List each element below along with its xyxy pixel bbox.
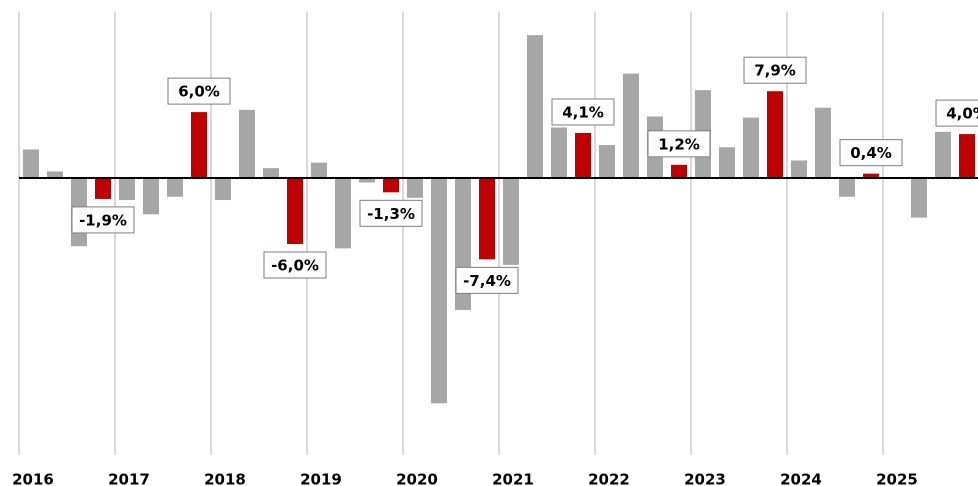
bar xyxy=(23,149,39,179)
bar xyxy=(263,168,279,179)
value-label-box xyxy=(263,251,327,279)
bar xyxy=(767,91,783,179)
value-label: -6,0% xyxy=(271,256,319,274)
bar xyxy=(239,109,255,179)
bar xyxy=(95,178,111,199)
value-label: 7,9% xyxy=(754,62,796,80)
value-label-box xyxy=(743,56,807,84)
bar xyxy=(359,178,375,183)
x-tick-label: 2024 xyxy=(780,471,822,486)
value-label: 6,0% xyxy=(178,83,220,101)
value-label: 4,1% xyxy=(562,103,604,121)
bar xyxy=(839,178,855,197)
bar xyxy=(815,107,831,179)
bar xyxy=(719,147,735,179)
bar xyxy=(527,35,543,179)
x-tick-label: 2021 xyxy=(492,471,534,486)
value-label-box xyxy=(167,77,231,105)
x-tick-label: 2025 xyxy=(876,471,918,486)
bar xyxy=(503,178,519,265)
bar xyxy=(191,112,207,179)
bar xyxy=(431,178,447,404)
bar xyxy=(623,73,639,179)
bar xyxy=(863,173,879,179)
bar xyxy=(287,178,303,244)
bar xyxy=(143,178,159,215)
x-tick-label: 2019 xyxy=(300,471,342,486)
value-label-box xyxy=(839,139,903,167)
value-label: 4,0% xyxy=(946,105,978,123)
bar xyxy=(47,171,63,179)
value-label-box xyxy=(71,206,135,234)
bar xyxy=(119,178,135,201)
bar xyxy=(407,178,423,198)
value-label: -1,9% xyxy=(79,211,127,229)
value-label-box xyxy=(935,99,978,127)
value-label: -1,3% xyxy=(367,205,415,223)
bar xyxy=(167,178,183,197)
bar xyxy=(935,131,951,179)
bar xyxy=(215,178,231,201)
bar xyxy=(311,162,327,179)
bar xyxy=(383,178,399,193)
bar xyxy=(335,178,351,249)
value-label: -7,4% xyxy=(463,272,511,290)
x-tick-label: 2018 xyxy=(204,471,246,486)
bar xyxy=(959,134,975,179)
value-label: 0,4% xyxy=(850,144,892,162)
x-tick-label: 2017 xyxy=(108,471,150,486)
value-label-box xyxy=(359,199,423,227)
bar xyxy=(599,145,615,179)
bar xyxy=(671,164,687,179)
bar xyxy=(743,117,759,179)
x-tick-label: 2016 xyxy=(12,471,54,486)
x-tick-label: 2020 xyxy=(396,471,438,486)
bar xyxy=(911,178,927,218)
value-label-box xyxy=(551,98,615,126)
value-label-box xyxy=(455,266,519,294)
value-label-box xyxy=(647,130,711,158)
value-label: 1,2% xyxy=(658,135,700,153)
bar xyxy=(575,132,591,179)
bar xyxy=(479,178,495,260)
x-tick-label: 2023 xyxy=(684,471,726,486)
x-tick-label: 2022 xyxy=(588,471,630,486)
bar xyxy=(551,127,567,179)
bar xyxy=(791,160,807,179)
